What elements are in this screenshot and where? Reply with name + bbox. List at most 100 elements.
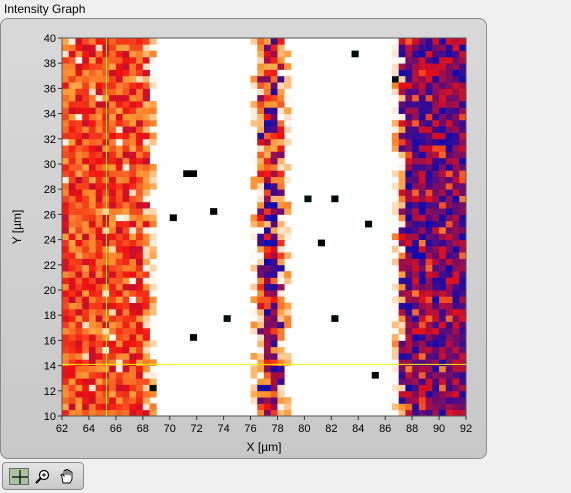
heatmap-cell [136,334,144,341]
heatmap-cell [142,327,150,335]
heatmap-cell [250,220,258,228]
heatmap-cell [452,296,460,303]
heatmap-cell [82,63,90,70]
heatmap-cell [432,50,440,58]
heatmap-cell [82,340,90,348]
heatmap-cell [270,151,278,159]
heatmap-cell [68,170,76,177]
heatmap-cell [68,296,76,303]
heatmap-cell [398,290,406,297]
heatmap-cell [264,170,272,177]
heatmap-cell [149,403,157,411]
heatmap-cell [62,75,70,83]
heatmap-cell [445,340,453,348]
heatmap-cell [75,321,83,329]
heatmap-cell [425,239,433,247]
heatmap-cell [257,302,265,310]
heatmap-cell [129,145,137,152]
heatmap-cell [264,277,272,285]
heatmap-cell [445,126,453,133]
heatmap-cell [82,82,90,89]
heatmap-cell [452,290,460,297]
heatmap-cell [425,220,433,228]
heatmap-cell [445,296,453,303]
heatmap-cell [88,252,97,259]
heatmap-cell [264,145,272,152]
heatmap-cell [264,88,272,96]
heatmap-cell [142,409,150,417]
zoom-tool[interactable] [33,468,53,485]
heatmap-cell [439,38,447,45]
heatmap-cell [109,365,117,373]
heatmap-cell [432,340,440,348]
heatmap-cell [405,195,413,203]
heatmap-cell [452,214,460,222]
heatmap-cell [142,359,150,366]
heatmap-cell [284,315,292,322]
heatmap-cell [277,321,285,329]
heatmap-cell [82,170,90,177]
heatmap-cell [270,321,278,329]
heatmap-cell [452,63,460,70]
heatmap-cell [250,38,258,45]
heatmap-cell [391,353,400,360]
heatmap-cell [284,359,292,366]
heatmap-cell [398,101,406,108]
heatmap-cell [270,56,278,64]
heatmap-cell [425,277,433,285]
heatmap-cell [122,302,130,310]
x-tick-label: 90 [433,423,445,435]
heatmap-cell [122,258,130,266]
heatmap-cell [452,403,460,411]
heatmap-cell [250,233,258,240]
heatmap-cell [264,384,272,392]
cursor-move-tool[interactable] [9,468,29,485]
heatmap-cell [88,397,97,404]
heatmap-cell [82,182,90,190]
heatmap-cell [115,371,123,379]
heatmap-cell [405,353,413,360]
heatmap-cell [405,302,413,310]
heatmap-cell [129,182,137,190]
heatmap-cell [398,346,406,354]
heatmap-cell [88,113,97,121]
heatmap-cell [405,290,413,297]
heatmap-cell [277,151,285,159]
heatmap-cell [129,94,137,102]
heatmap-cell [277,390,285,398]
heatmap-cell [270,252,278,259]
heatmap-cell [257,258,265,266]
heatmap-cell [439,63,447,70]
heatmap-cells [62,38,467,417]
heatmap-cell [95,308,103,316]
heatmap-cell [405,113,413,121]
heatmap-cell [109,113,117,121]
heatmap-cell [459,340,467,348]
heatmap-cell [412,145,420,152]
heatmap-cell [425,378,433,385]
heatmap-cell [277,63,285,70]
heatmap-cell [445,384,453,392]
heatmap-cell [109,384,117,392]
heatmap-cell [445,403,453,411]
heatmap-cell [95,164,103,171]
heatmap-cell [418,258,426,266]
heatmap-cell [115,397,123,404]
intensity-graph[interactable]: 62 64 66 68 70 72 74 76 78 80 82 84 86 88 90 9210121416… [1,19,488,460]
heatmap-cell [405,264,413,272]
heatmap-cell [264,113,272,121]
heatmap-cell [412,220,420,228]
heatmap-cell [270,195,278,203]
heatmap-cell [445,69,453,77]
heatmap-cell [250,371,258,379]
heatmap-cell [115,378,123,385]
heatmap-cell [122,227,130,234]
heatmap-cell [398,227,406,234]
heatmap-cell [75,214,83,222]
heatmap-cell [75,277,83,285]
heatmap-cell [68,101,76,108]
heatmap-cell [264,264,272,272]
pan-tool[interactable] [57,468,77,485]
heatmap-cell [432,101,440,108]
heatmap-cell [459,403,467,411]
